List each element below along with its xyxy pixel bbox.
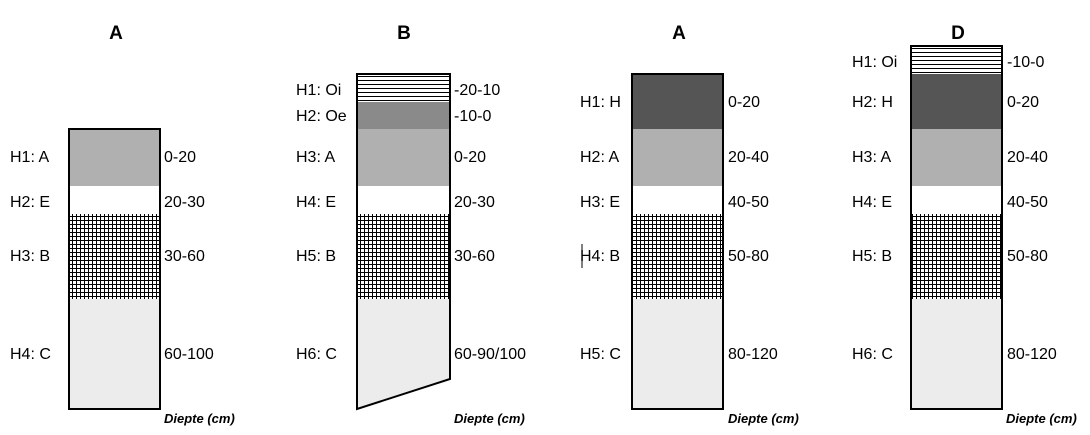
profile-3-horizon-3-depth: 40-50 bbox=[728, 194, 769, 211]
profile-3-horizon-2-label: H2: A bbox=[580, 149, 619, 166]
profile-1-horizon-2-layer bbox=[69, 186, 160, 214]
profile-1-horizon-4-label: H4: C bbox=[10, 346, 51, 363]
profile-4-horizon-4-label: H4: E bbox=[852, 194, 892, 211]
profile-4-horizon-5-label: H5: B bbox=[852, 248, 892, 265]
profile-2-horizon-5-depth: 30-60 bbox=[454, 248, 495, 265]
profile-2-horizon-6-layer bbox=[357, 299, 450, 409]
profile-4-horizon-2-label: H2: H bbox=[852, 94, 893, 111]
profile-3-horizon-1-label: H1: H bbox=[580, 94, 621, 111]
profile-1-title: A bbox=[109, 23, 123, 44]
profile-1-horizon-2-label: H2: E bbox=[10, 194, 50, 211]
profile-4-horizon-1-label: H1: Oi bbox=[852, 54, 897, 71]
profile-4-horizon-3-label: H3: A bbox=[852, 149, 891, 166]
profile-4-depth-unit-label: Diepte (cm) bbox=[1006, 411, 1077, 426]
profile-3-horizon-5-layer bbox=[632, 299, 723, 409]
profile-1-horizon-1-label: H1: A bbox=[10, 149, 49, 166]
profile-3-horizon-1-depth: 0-20 bbox=[728, 94, 760, 111]
profile-4-title: D bbox=[951, 23, 965, 44]
profile-3-horizon-1-layer bbox=[632, 74, 723, 129]
profile-1-horizon-3-layer bbox=[69, 214, 160, 299]
profile-4-horizon-4-depth: 40-50 bbox=[1007, 194, 1048, 211]
profile-4-horizon-5-layer bbox=[911, 214, 1002, 299]
profile-4-horizon-5-depth: 50-80 bbox=[1007, 248, 1048, 265]
profile-2-horizon-3-layer bbox=[357, 129, 450, 186]
profile-2-horizon-5-layer bbox=[357, 214, 450, 299]
profile-3-horizon-2-layer bbox=[632, 129, 723, 186]
profile-1-horizon-4-layer bbox=[69, 299, 160, 409]
profile-4-horizon-2-depth: 0-20 bbox=[1007, 94, 1039, 111]
profile-1-horizon-3-depth: 30-60 bbox=[164, 248, 205, 265]
profile-1-outline bbox=[68, 128, 161, 410]
profile-2-horizon-4-layer bbox=[357, 186, 450, 214]
profile-4-horizon-1-depth: -10-0 bbox=[1007, 54, 1044, 71]
profile-1-column bbox=[68, 128, 161, 410]
profile-2-horizon-4-depth: 20-30 bbox=[454, 194, 495, 211]
profile-2-horizon-6-depth: 60-90/100 bbox=[454, 346, 526, 363]
profile-3-horizon-5-depth: 80-120 bbox=[728, 346, 778, 363]
profile-1-horizon-2-depth: 20-30 bbox=[164, 194, 205, 211]
profile-4-outline bbox=[910, 45, 1003, 410]
profile-2-outline bbox=[356, 73, 451, 411]
profile-2-horizon-2-label: H2: Oe bbox=[296, 108, 347, 125]
profile-1-depth-unit-label: Diepte (cm) bbox=[164, 411, 235, 426]
profile-3-depth-unit-label: Diepte (cm) bbox=[728, 411, 799, 426]
profile-4-horizon-6-depth: 80-120 bbox=[1007, 346, 1057, 363]
profile-2-horizon-1-layer bbox=[357, 74, 450, 102]
profile-2-column bbox=[356, 73, 451, 411]
profile-4-horizon-6-layer bbox=[911, 299, 1002, 409]
profile-2-horizon-1-depth: -20-10 bbox=[454, 82, 500, 99]
profile-3-column bbox=[631, 73, 724, 410]
profile-2-horizon-2-layer bbox=[357, 102, 450, 129]
profile-3-horizon-4-layer bbox=[632, 214, 723, 299]
profile-4-horizon-3-depth: 20-40 bbox=[1007, 149, 1048, 166]
profile-4-horizon-4-layer bbox=[911, 186, 1002, 214]
profile-1-horizon-4-depth: 60-100 bbox=[164, 346, 214, 363]
profile-3-horizon-2-depth: 20-40 bbox=[728, 149, 769, 166]
profile-2-horizon-3-label: H3: A bbox=[296, 149, 335, 166]
profile-2: B H1: Oi H2: Oe H3: A H4: E H5: B H6: C … bbox=[296, 23, 526, 426]
profile-2-horizon-6-label: H6: C bbox=[296, 346, 337, 363]
profile-3-horizon-4-label: H4: B bbox=[580, 248, 620, 265]
profile-1-horizon-1-depth: 0-20 bbox=[164, 149, 196, 166]
profile-3-horizon-3-layer bbox=[632, 186, 723, 214]
profile-4-horizon-6-label: H6: C bbox=[852, 346, 893, 363]
profile-4-horizon-2-layer bbox=[911, 74, 1002, 129]
profile-2-horizon-2-depth: -10-0 bbox=[454, 108, 491, 125]
profile-3-horizon-3-label: H3: E bbox=[580, 194, 620, 211]
profile-4: D H1: Oi H2: H H3: A H4: E H5: B H6: C -… bbox=[852, 23, 1077, 426]
profile-4-horizon-1-layer bbox=[911, 46, 1002, 74]
profile-2-horizon-4-label: H4: E bbox=[296, 194, 336, 211]
profile-4-horizon-3-layer bbox=[911, 129, 1002, 186]
profile-2-depth-unit-label: Diepte (cm) bbox=[454, 411, 525, 426]
profile-3-title: A bbox=[672, 23, 686, 44]
profile-2-horizon-3-depth: 0-20 bbox=[454, 149, 486, 166]
profile-3-outline bbox=[631, 73, 724, 410]
profile-2-horizon-1-label: H1: Oi bbox=[296, 82, 341, 99]
profile-3-horizon-4-depth: 50-80 bbox=[728, 248, 769, 265]
profile-3: A H1: H H2: A H3: E H4: B H5: C 0-20 20-… bbox=[580, 23, 799, 426]
profile-1-horizon-3-label: H3: B bbox=[10, 248, 50, 265]
profile-4-column bbox=[910, 45, 1003, 410]
profile-2-title: B bbox=[397, 23, 411, 44]
profile-1: A H1: A H2: E H3: B H4: C 0-20 20-30 30-… bbox=[10, 23, 235, 426]
profile-1-horizon-1-layer bbox=[69, 129, 160, 186]
profile-2-horizon-5-label: H5: B bbox=[296, 248, 336, 265]
profile-3-horizon-5-label: H5: C bbox=[580, 346, 621, 363]
